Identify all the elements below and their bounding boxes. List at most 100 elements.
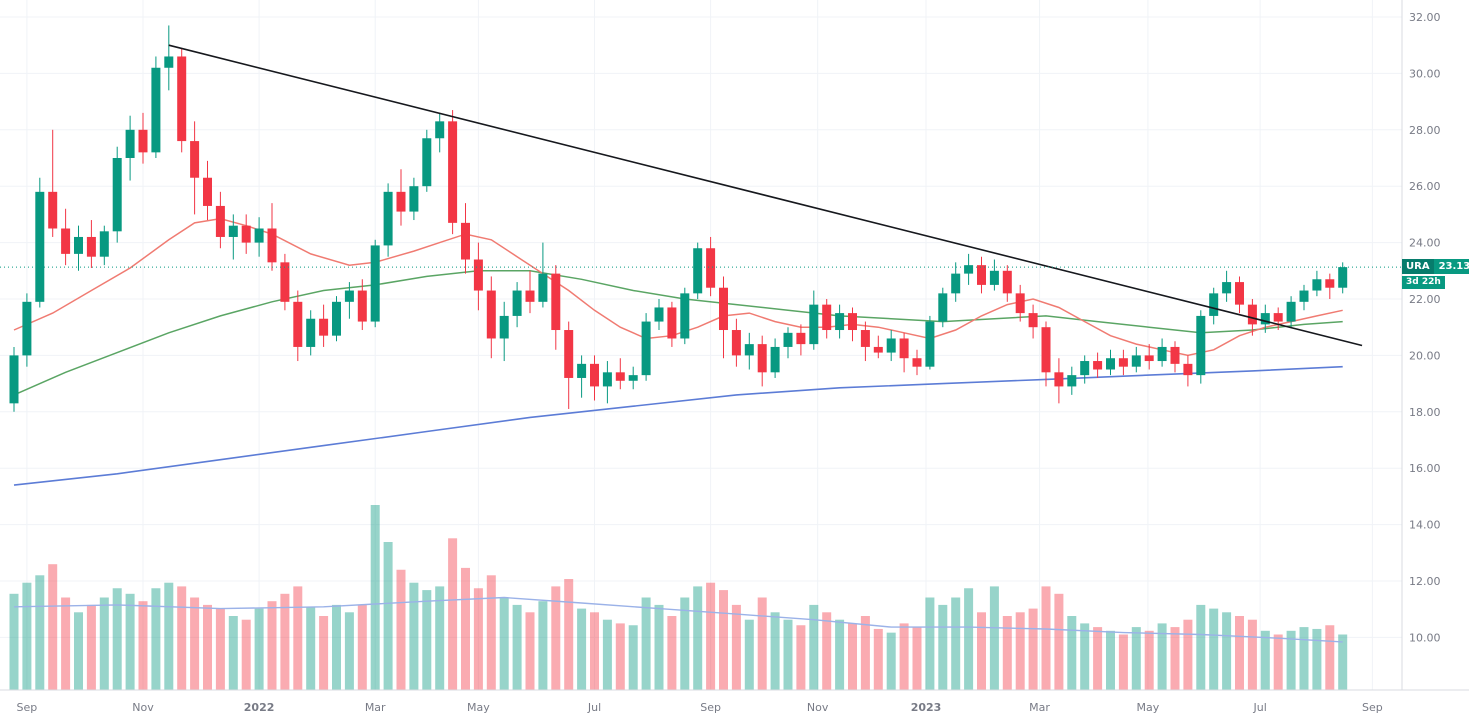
candle-body [873, 346, 883, 353]
candle-body [1106, 358, 1115, 370]
volume-bar [1028, 608, 1038, 690]
volume-bar [396, 569, 406, 690]
last-price-value: 23.13 [1433, 259, 1469, 274]
volume-bar [1312, 628, 1322, 690]
candle-body [977, 265, 986, 285]
candle-body [925, 321, 935, 367]
price-tick-label: 28.00 [1409, 124, 1441, 137]
volume-bar [873, 628, 883, 690]
time-axis-label: Nov [132, 701, 154, 714]
candle-body [693, 248, 703, 294]
volume-bar [448, 538, 458, 690]
volume-bar [512, 604, 522, 690]
candle-body [912, 358, 922, 367]
volume-ma-line[interactable] [13, 596, 1343, 643]
candle-body [280, 262, 290, 302]
volume-bar [344, 612, 354, 690]
volume-bar [551, 586, 561, 690]
price-tick-label: 10.00 [1409, 631, 1441, 644]
volume-bar [1260, 630, 1270, 690]
volume-bar [357, 604, 367, 690]
volume-bar [719, 590, 728, 690]
volume-bar [409, 582, 419, 690]
candle-body [357, 290, 367, 322]
candle-body [22, 301, 32, 356]
candle-body [551, 273, 561, 331]
volume-bar [48, 564, 58, 690]
candle-body [680, 293, 690, 339]
time-axis-label: Sep [17, 701, 38, 714]
volume-bar [796, 625, 806, 690]
price-scale[interactable] [1402, 0, 1469, 690]
volume-bar [654, 604, 664, 690]
volume-bar [577, 608, 587, 690]
volume-bar [835, 619, 845, 690]
candle-body [615, 372, 625, 381]
volume-bar [1183, 619, 1193, 690]
candle-body [35, 191, 45, 302]
candle-body [1080, 361, 1090, 376]
candle-body [1235, 282, 1244, 305]
volume-bar [1273, 634, 1283, 690]
ma-fast-line[interactable] [13, 217, 1343, 357]
candle-body [1338, 267, 1348, 288]
candle-body [525, 290, 535, 302]
volume-bar [254, 608, 264, 690]
ma-long-line[interactable] [13, 365, 1343, 486]
candle-body [422, 138, 432, 187]
volume-bar [860, 616, 870, 690]
candle-body [835, 313, 845, 331]
candle-body [486, 290, 496, 339]
candle-body [1312, 279, 1322, 291]
candle-body [1222, 282, 1232, 294]
volume-bar [151, 588, 161, 690]
time-axis-label: Mar [1029, 701, 1050, 714]
volume-bar [61, 597, 71, 690]
candle-body [409, 186, 419, 212]
volume-bar [964, 588, 974, 690]
candle-body [757, 344, 767, 373]
candle-body [719, 287, 728, 331]
volume-bar [1209, 608, 1219, 690]
time-scale[interactable] [0, 690, 1402, 724]
candle-body [293, 301, 303, 347]
price-tick-label: 18.00 [1409, 406, 1441, 419]
candle-body [177, 56, 187, 142]
candle-body [112, 158, 122, 232]
candle-body [1131, 355, 1141, 367]
volume-bar [228, 616, 238, 690]
candle-body [190, 141, 200, 178]
volume-bar [1054, 593, 1064, 690]
volume-bar [422, 590, 432, 690]
volume-bar [138, 601, 148, 690]
time-axis-label: Sep [1362, 701, 1383, 714]
volume-bar [74, 612, 83, 690]
volume-bar [9, 593, 19, 690]
candle-body [61, 228, 71, 254]
time-axis-label: Sep [700, 701, 721, 714]
trendline[interactable] [168, 44, 1363, 347]
candle-body [499, 315, 509, 339]
candle-body [332, 301, 341, 336]
volume-bar [615, 623, 625, 690]
candle-body [1002, 270, 1012, 294]
candle-body [1015, 293, 1025, 314]
candle-body [151, 67, 161, 153]
candle-body [1209, 293, 1219, 316]
candle-body [164, 56, 174, 68]
candle-body [319, 318, 329, 336]
candle-body [731, 330, 741, 356]
price-tick-label: 32.00 [1409, 11, 1441, 24]
volume-bar [1286, 630, 1296, 690]
candle-body [86, 236, 96, 257]
candle-body [215, 205, 225, 237]
volume-bar [989, 586, 999, 690]
candle-body [125, 129, 135, 158]
volume-bar [538, 601, 548, 690]
candle-body [577, 363, 587, 378]
candle-body [1067, 375, 1077, 387]
candle-body [899, 338, 909, 359]
candle-body [435, 121, 445, 139]
candle-body [1286, 301, 1296, 322]
